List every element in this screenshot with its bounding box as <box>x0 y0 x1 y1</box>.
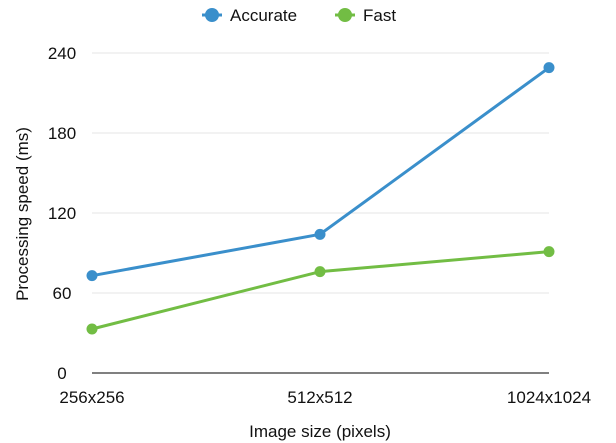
y-tick-label: 60 <box>53 284 72 303</box>
data-point <box>314 228 326 240</box>
series-lines <box>86 62 555 335</box>
y-axis-title: Processing speed (ms) <box>13 127 32 301</box>
x-tick-label: 1024x1024 <box>507 388 591 407</box>
y-tick-label: 180 <box>48 124 76 143</box>
data-point <box>543 62 555 74</box>
y-axis-ticks: 0 60 120 180 240 <box>48 44 76 383</box>
gridlines <box>92 52 549 374</box>
data-point <box>543 246 555 258</box>
data-point <box>86 270 98 282</box>
legend-swatch-marker <box>205 8 219 22</box>
y-tick-label: 240 <box>48 44 76 63</box>
y-tick-label: 120 <box>48 204 76 223</box>
y-tick-label: 0 <box>57 364 66 383</box>
x-tick-label: 512x512 <box>287 388 352 407</box>
x-axis-title: Image size (pixels) <box>249 422 391 441</box>
x-tick-label: 256x256 <box>59 388 124 407</box>
data-point <box>86 323 98 335</box>
legend-swatch-marker <box>338 8 352 22</box>
legend: Accurate Fast <box>202 6 396 25</box>
data-point <box>314 266 326 278</box>
legend-label: Fast <box>363 6 396 25</box>
legend-label: Accurate <box>230 6 297 25</box>
series-line <box>91 66 550 278</box>
x-axis-ticks: 256x256 512x512 1024x1024 <box>59 388 591 407</box>
